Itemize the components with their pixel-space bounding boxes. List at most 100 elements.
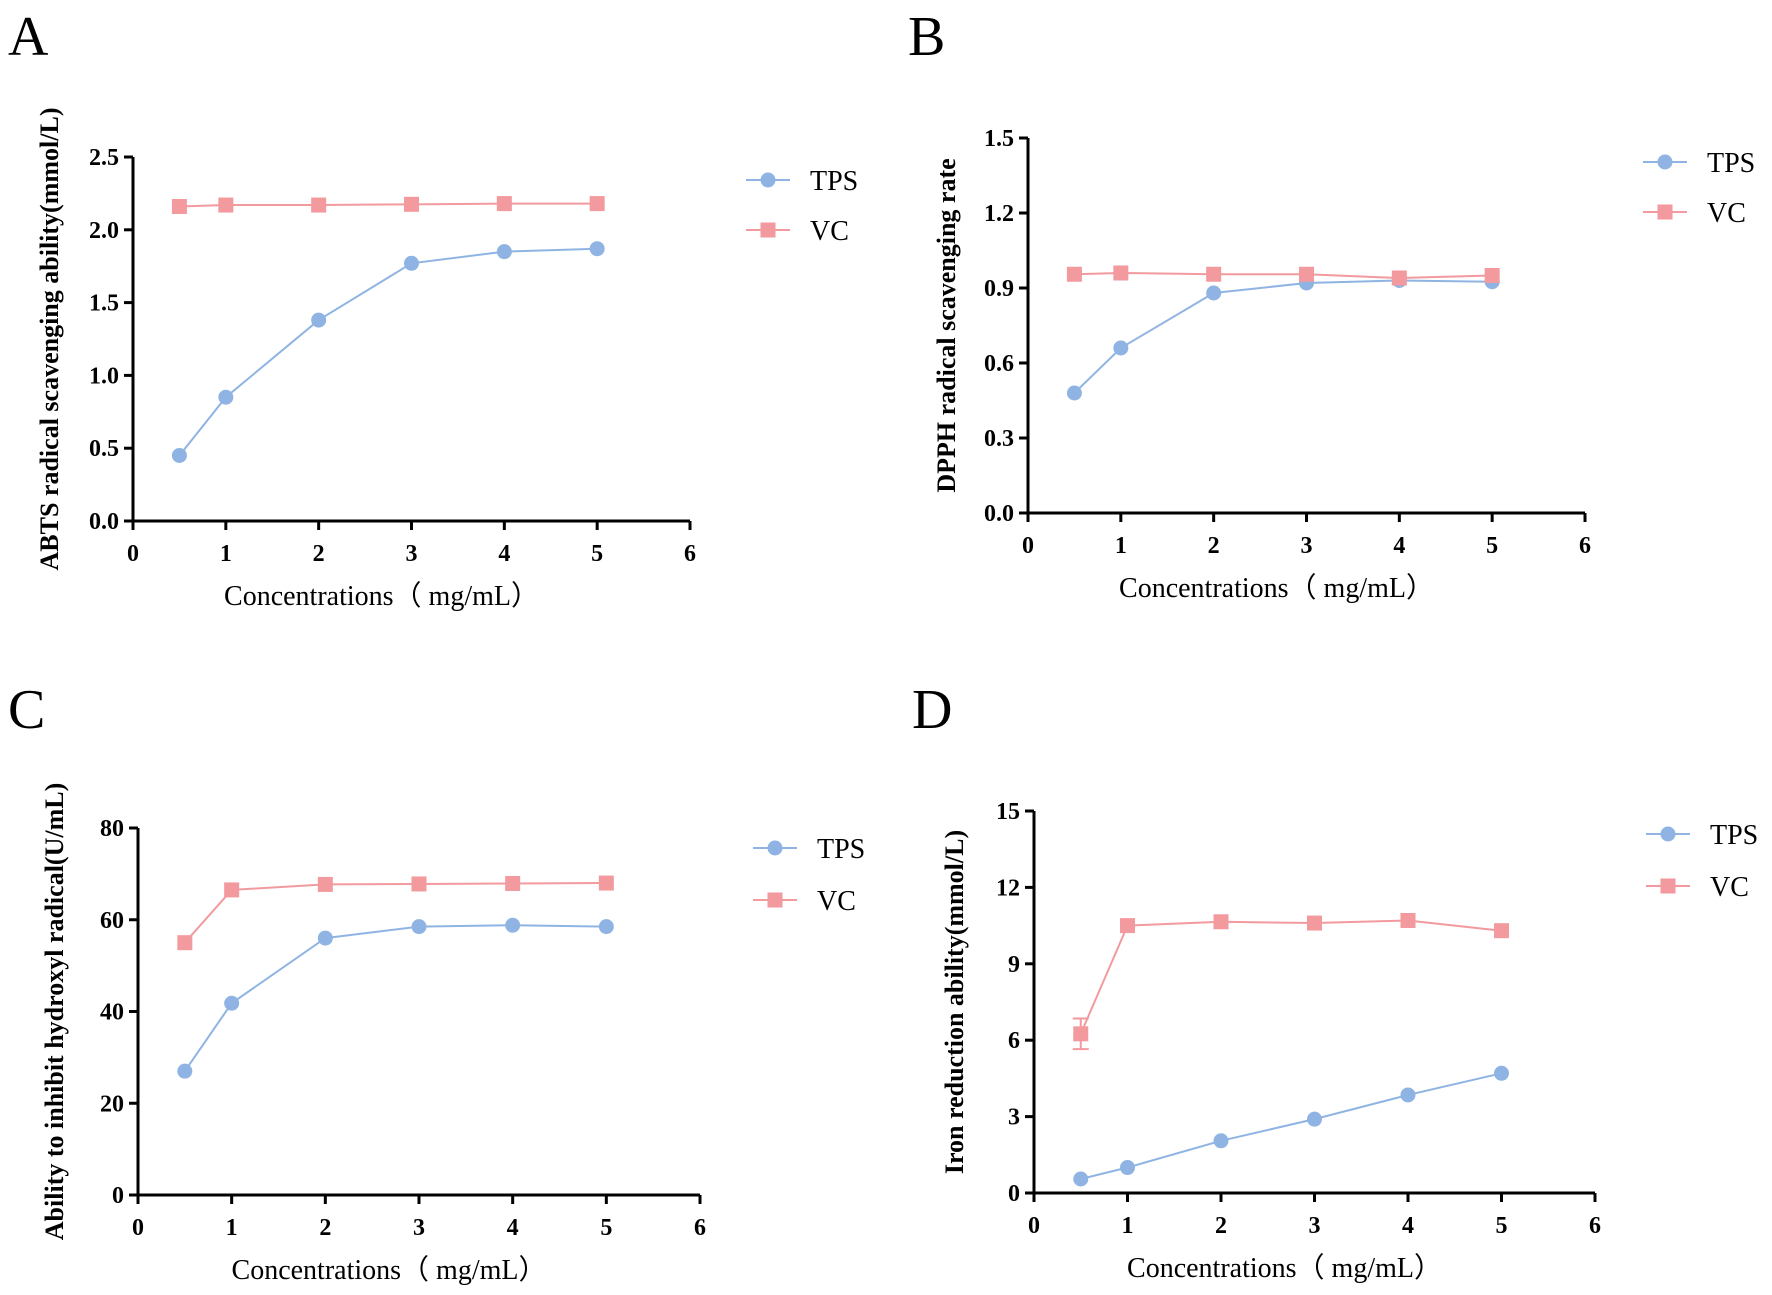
vc-data-point [1073,1026,1089,1042]
x-tick-label: 1 [226,1215,238,1241]
vc-data-point [496,196,512,212]
legend-vc-marker [760,222,776,238]
tps-data-point [598,919,614,935]
x-tick-label: 6 [694,1215,706,1241]
y-tick-label: 0.5 [89,436,119,462]
tps-data-point [404,255,419,271]
legend-vc-label: VC [1707,198,1746,229]
vc-data-point [598,875,614,891]
tps-data-point [317,930,333,946]
x-tick-label: 0 [127,541,139,567]
panel-letter-c: C [8,679,45,741]
y-tick-label: 0.9 [984,276,1014,302]
tps-data-point [1066,385,1082,401]
x-tick-label: 4 [507,1215,519,1241]
vc-data-point [1299,266,1314,282]
x-tick-label: 5 [1496,1213,1508,1239]
tps-data-point [224,995,240,1011]
tps-data-point [1120,1160,1135,1176]
vc-data-point [1213,914,1229,930]
vc-series-line [1079,919,1502,1035]
vc-series-line [179,202,598,208]
vc-data-point [1494,923,1509,939]
y-tick-label: 3 [1008,1105,1020,1131]
legend-tps-marker [767,840,783,856]
y-tick-label: 80 [100,816,124,842]
vc-data-point [171,199,187,215]
tps-data-point [1400,1087,1416,1103]
x-tick-label: 1 [1122,1213,1134,1239]
tps-data-point [1073,1171,1089,1187]
y-tick-label: 20 [100,1091,124,1117]
vc-data-point [177,935,193,951]
y-tick-label: 1.2 [984,201,1014,227]
vc-data-point [505,876,521,892]
y-tick-label: 12 [996,875,1020,901]
tps-series-line [184,924,607,1072]
x-tick-label: 1 [220,541,232,567]
vc-data-point [218,197,234,213]
y-axis-title: Ability to inhibit hydroxyl radical(U/mL… [40,783,69,1240]
tps-series-line [1080,1072,1502,1180]
x-tick-label: 0 [1028,1213,1040,1239]
x-tick-label: 2 [319,1215,331,1241]
legend-vc-marker [1660,878,1676,894]
vc-series-line [184,882,607,944]
vc-data-point [1066,266,1082,282]
x-tick-label: 2 [313,541,325,567]
y-tick-label: 1.5 [984,126,1014,152]
y-tick-label: 2.0 [89,218,119,244]
x-axis-title: Concentrations（ mg/mL） [1127,1252,1442,1284]
tps-series-line [1073,279,1493,394]
panel-letter-d: D [912,679,952,741]
legend-vc-label: VC [1710,872,1749,903]
tps-data-point [1206,285,1222,301]
vc-data-point [1307,915,1322,931]
vc-data-point [1400,913,1416,929]
x-tick-label: 6 [684,541,696,567]
y-tick-label: 0.3 [984,426,1014,452]
vc-data-point [1206,266,1222,282]
legend-tps-label: TPS [810,166,858,197]
chart-panel-b: 0 1 2 3 4 5 6 0.0 0.3 0.6 0.9 1.2 1.5 Concentrations（… [932,126,1755,604]
x-tick-label: 5 [591,541,603,567]
vc-data-point [411,876,427,892]
tps-data-point [1213,1133,1229,1149]
tps-data-point [311,312,327,328]
y-tick-label: 0 [112,1183,124,1209]
vc-data-point [1113,265,1129,281]
vc-series-line [1074,271,1493,280]
tps-data-point [1113,340,1129,356]
vc-data-point [1120,918,1135,934]
y-axis-title: Iron reduction ability(mmol/L) [940,830,969,1174]
tps-data-point [505,917,521,933]
x-tick-label: 3 [406,541,418,567]
y-tick-label: 1.5 [89,291,119,317]
vc-data-point [311,197,327,213]
x-tick-label: 4 [1393,533,1405,559]
x-tick-label: 0 [132,1215,144,1241]
tps-data-point [1307,1111,1322,1127]
vc-data-point [1484,268,1500,283]
legend-vc-label: VC [817,886,856,917]
x-tick-label: 3 [1309,1213,1321,1239]
y-tick-label: 1.0 [89,363,119,389]
legend-tps-label: TPS [1707,148,1755,179]
legend-vc-marker [1657,204,1673,220]
y-tick-label: 0 [1008,1181,1020,1207]
panel-letter-b: B [908,6,945,68]
tps-data-point [589,241,605,257]
x-tick-label: 2 [1215,1213,1227,1239]
x-tick-label: 1 [1115,533,1127,559]
y-axis-title: ABTS radical scavenging ability(mmol/L) [35,108,64,571]
legend-tps-label: TPS [817,834,865,865]
vc-data-point [404,196,419,212]
x-tick-label: 5 [600,1215,612,1241]
y-tick-label: 6 [1008,1028,1020,1054]
y-tick-label: 9 [1008,952,1020,978]
x-axis-title: Concentrations（ mg/mL） [232,1254,547,1286]
y-tick-label: 0.6 [984,351,1014,377]
y-tick-label: 60 [100,908,124,934]
